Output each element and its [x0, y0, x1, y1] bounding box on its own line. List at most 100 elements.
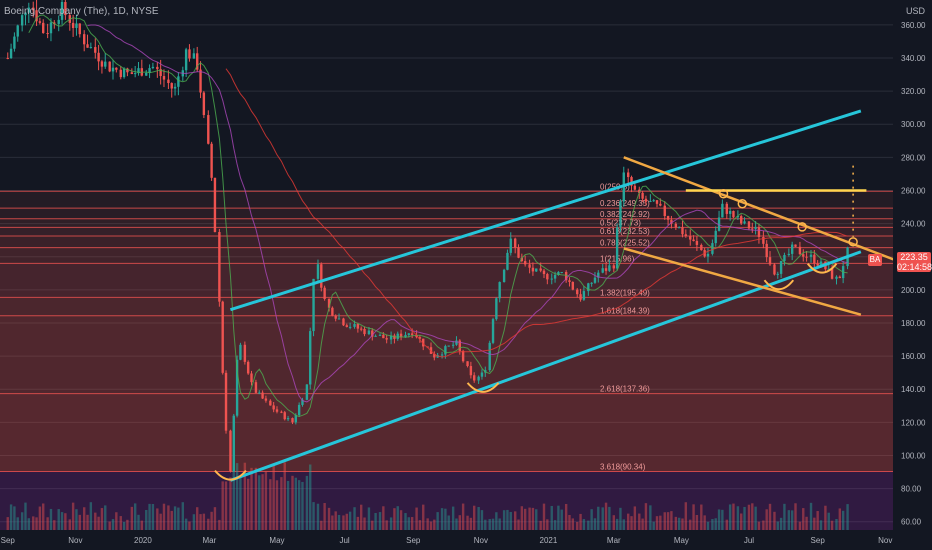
candle-body — [192, 53, 196, 59]
volume-bar — [787, 510, 791, 530]
candle-body — [385, 338, 388, 340]
last-price: 223.35 — [900, 252, 928, 262]
candle-body — [783, 255, 786, 262]
volume-bar — [539, 520, 542, 530]
fib-zone — [0, 471, 893, 530]
volume-bar — [13, 506, 16, 530]
volume-bar — [677, 517, 681, 530]
volume-bar — [294, 477, 298, 530]
candle-body — [649, 200, 652, 202]
bottom-arc — [806, 262, 838, 274]
candle-body — [207, 115, 210, 144]
candle-body — [367, 330, 371, 335]
candle-body — [480, 372, 484, 377]
candle-body — [97, 52, 100, 62]
candle-body — [246, 361, 250, 374]
volume-bar — [751, 503, 754, 530]
volume-bar — [367, 507, 371, 530]
candle-body — [46, 33, 49, 35]
candle-body — [684, 234, 688, 236]
volume-bar — [348, 511, 352, 530]
candle-body — [444, 346, 447, 355]
candle-body — [337, 318, 341, 320]
candle-body — [199, 69, 202, 93]
volume-bar — [145, 509, 148, 530]
volume-bar — [246, 478, 250, 530]
volume-bar — [469, 517, 473, 530]
volume-bar — [809, 502, 813, 530]
downtrend-lower-line — [623, 247, 862, 316]
volume-bar — [272, 463, 275, 530]
fib-level-label: 0.382(242.92) — [600, 210, 650, 219]
candle-body — [269, 400, 272, 406]
x-tick-label: Nov — [878, 536, 892, 545]
candle-body — [816, 263, 819, 266]
volume-bar — [224, 481, 228, 530]
volume-bar — [426, 518, 429, 530]
candle-body — [659, 203, 662, 206]
bottom-arc — [214, 469, 247, 481]
volume-bar — [630, 516, 633, 530]
candle-body — [156, 66, 159, 70]
candle-body — [415, 334, 418, 338]
candle-body — [108, 61, 111, 72]
channel-lower-line — [229, 250, 862, 482]
candle-body — [523, 261, 527, 265]
candle-body — [57, 19, 60, 24]
candle-body — [363, 328, 366, 335]
volume-bar — [100, 508, 104, 530]
fib-level-label: 1.618(184.39) — [600, 307, 650, 316]
volume-bar — [794, 503, 797, 530]
volume-bar — [721, 509, 724, 530]
volume-bar — [323, 503, 326, 530]
volume-bar — [813, 517, 816, 530]
candle-body — [151, 66, 155, 69]
volume-bar — [802, 508, 805, 530]
volume-bar — [218, 519, 221, 530]
fib-zone — [0, 393, 893, 472]
volume-bar — [404, 513, 407, 530]
volume-bar — [455, 518, 458, 530]
volume-bar — [528, 507, 531, 530]
candle-body — [404, 334, 407, 338]
volume-bar — [725, 519, 729, 530]
candle-body — [827, 268, 830, 270]
volume-bar — [250, 467, 253, 530]
volume-bar — [301, 481, 304, 530]
candle-body — [721, 203, 724, 218]
candle-body — [830, 268, 834, 279]
y-tick-label: 120.00 — [901, 418, 926, 427]
volume-bar — [622, 519, 625, 530]
x-tick-label: May — [674, 536, 689, 545]
candle-body — [111, 67, 115, 72]
volume-bar — [447, 515, 450, 530]
volume-bar — [167, 505, 170, 530]
volume-bar — [24, 502, 27, 530]
x-tick-label: Jul — [744, 536, 754, 545]
candle-body — [342, 318, 345, 326]
volume-bar — [269, 479, 272, 530]
volume-bar — [196, 507, 199, 530]
volume-bar — [827, 512, 830, 530]
volume-bar — [641, 518, 644, 530]
candle-body — [64, 2, 67, 16]
candle-body — [38, 21, 42, 23]
volume-bar — [6, 517, 9, 530]
volume-bar — [86, 514, 89, 530]
x-tick-label: Sep — [406, 536, 421, 545]
volume-bar — [42, 503, 45, 530]
volume-bar — [480, 510, 484, 530]
candle-body — [809, 254, 813, 257]
candle-body — [320, 264, 323, 288]
candle-body — [458, 340, 461, 351]
volume-bar — [502, 510, 506, 530]
volume-bar — [458, 515, 461, 530]
candle-body — [71, 22, 75, 28]
candle-body — [148, 68, 151, 73]
volume-bar — [740, 513, 743, 530]
volume-bar — [221, 481, 224, 530]
candle-body — [553, 274, 557, 279]
volume-bar — [213, 507, 217, 530]
candle-body — [162, 76, 166, 80]
